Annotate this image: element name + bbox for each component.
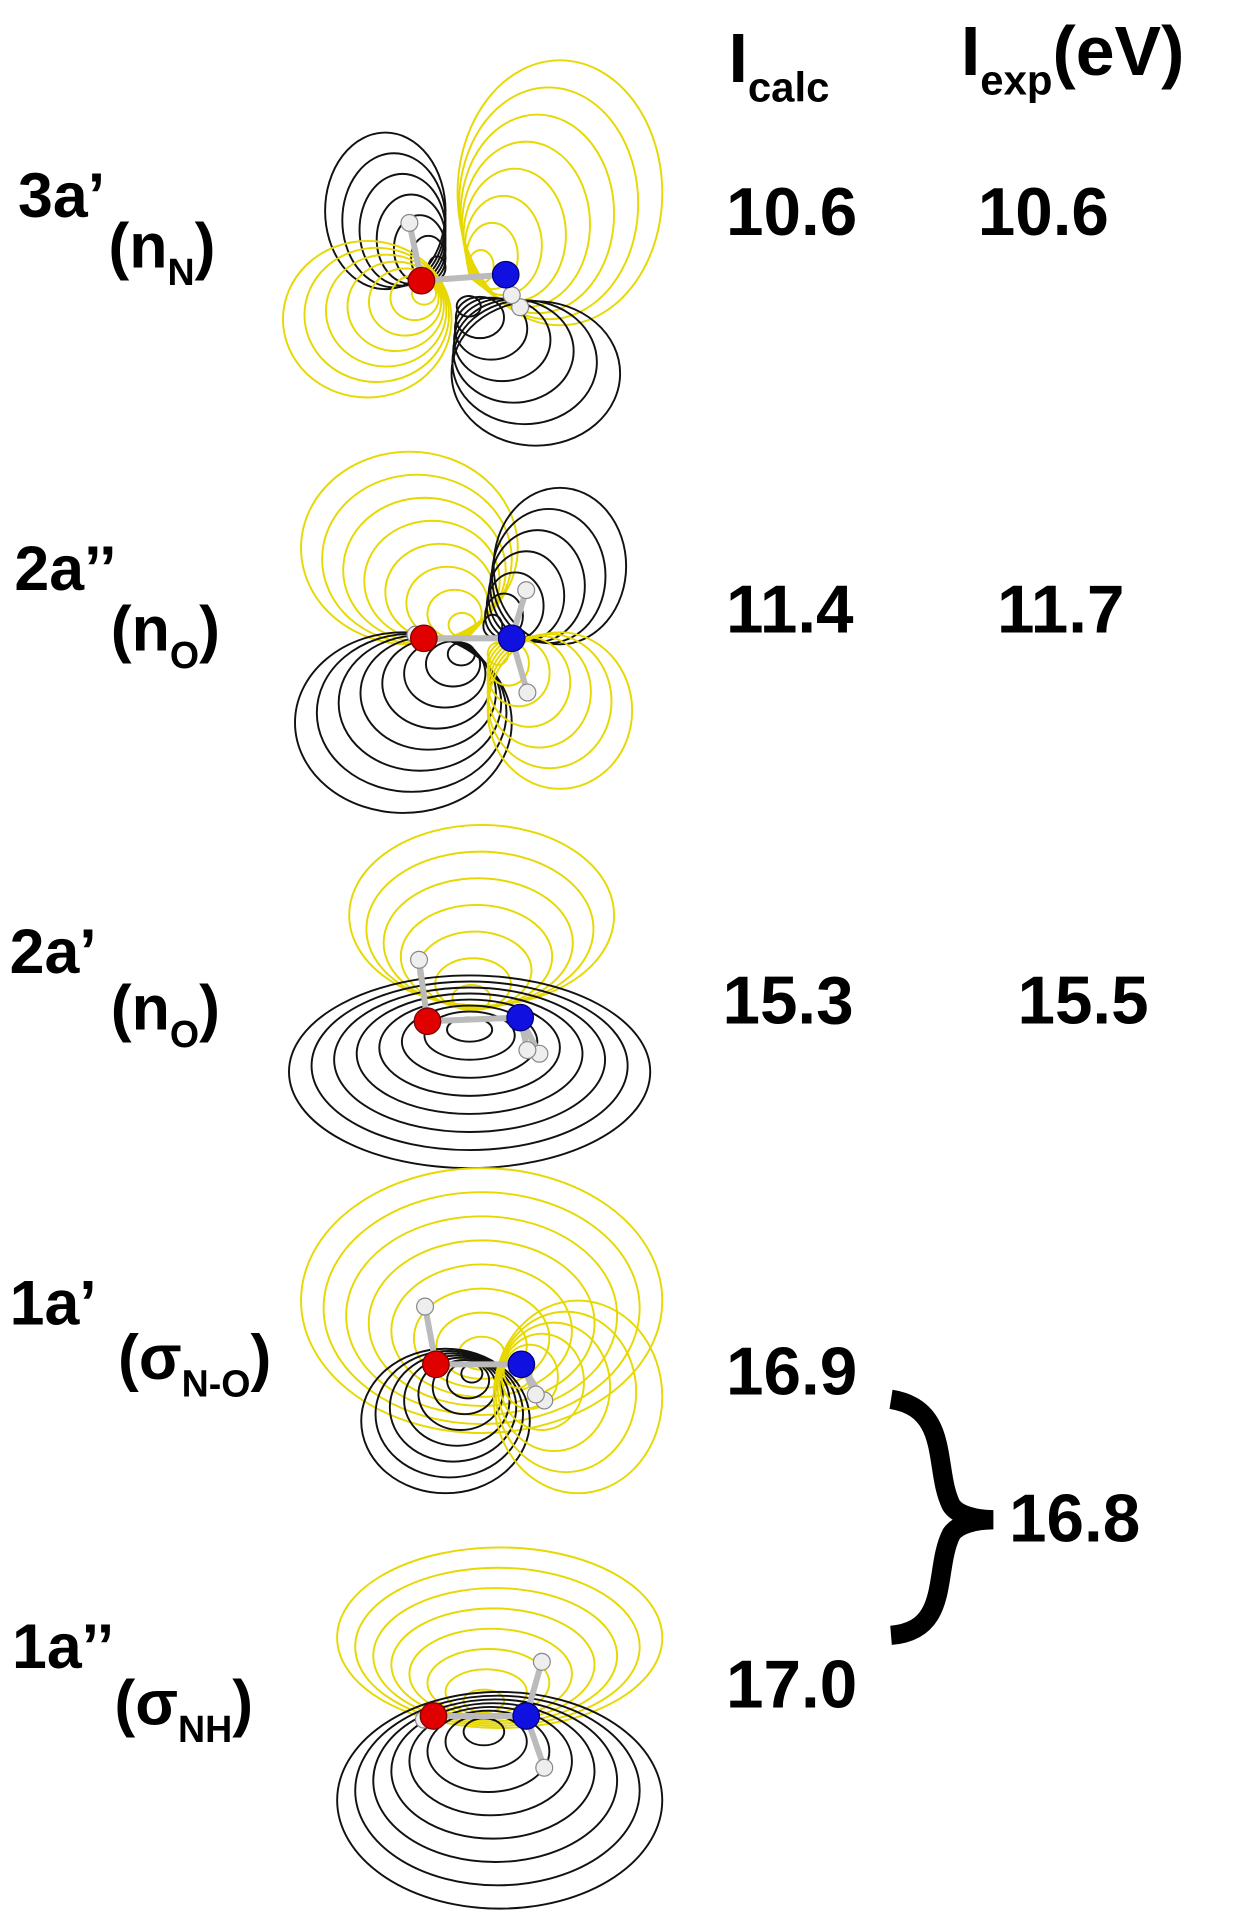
orbital-label: (nN)	[108, 211, 215, 293]
subscript: exp	[980, 56, 1052, 103]
hydrogen	[519, 684, 536, 701]
exp-value: 10.6	[978, 175, 1109, 250]
bond	[427, 1018, 520, 1022]
text-part: )	[199, 594, 220, 664]
text-part: (eV)	[1052, 12, 1184, 90]
oxygen	[420, 1703, 446, 1729]
nitrogen	[507, 1004, 533, 1030]
contour	[447, 1362, 489, 1398]
contour	[494, 488, 626, 645]
header-calc: Icalc	[728, 19, 829, 111]
calc-value: 16.9	[726, 1334, 857, 1409]
oxygen	[423, 1351, 449, 1377]
calc-value: 11.4	[726, 572, 854, 647]
orbital-label: (nO)	[111, 594, 220, 676]
text-part: )	[232, 1668, 253, 1738]
text-part: (σ	[114, 1668, 178, 1738]
hydrogen	[527, 1386, 544, 1403]
text-part: I	[961, 12, 980, 90]
contour	[283, 241, 452, 398]
calc-value: 15.3	[722, 964, 853, 1039]
hydrogen	[533, 1653, 550, 1670]
subscript: N-O	[182, 1362, 251, 1404]
hydrogen	[503, 287, 520, 304]
subscript: O	[170, 1013, 199, 1055]
state-label: 3a’	[18, 161, 105, 231]
nitrogen	[492, 261, 518, 287]
subscript: calc	[748, 64, 830, 111]
hydrogen	[401, 214, 418, 231]
orbital-label: (σN-O)	[118, 1323, 271, 1405]
hydrogen	[411, 951, 428, 968]
page: IcalcIexp(eV)3a’(nN)10.610.62a’’(nO)11.4…	[0, 0, 1233, 1916]
header-exp: Iexp(eV)	[961, 12, 1185, 104]
text-part: )	[199, 974, 220, 1044]
text-part: )	[195, 211, 216, 281]
hydrogen	[519, 1042, 536, 1059]
state-label: 1a’	[10, 1269, 97, 1339]
oxygen	[408, 267, 434, 293]
calc-value: 17.0	[726, 1648, 857, 1723]
hydrogen	[417, 1298, 434, 1315]
text-part: I	[728, 19, 747, 97]
contour	[458, 60, 663, 325]
text-part: (n	[111, 974, 170, 1044]
hydrogen	[536, 1759, 553, 1776]
state-label: 2a’	[10, 917, 97, 987]
exp-value: 11.7	[997, 572, 1124, 647]
subscript: NH	[178, 1708, 232, 1750]
contour	[453, 299, 573, 402]
nitrogen	[513, 1703, 539, 1729]
subscript: N	[167, 251, 194, 293]
orbital-label: (nO)	[111, 974, 220, 1056]
state-label: 1a’’	[12, 1612, 114, 1682]
brace	[891, 1399, 993, 1635]
subscript: O	[170, 634, 199, 676]
oxygen	[414, 1008, 440, 1034]
exp-value: 15.5	[1017, 964, 1148, 1039]
nitrogen	[508, 1351, 534, 1377]
text-part: (n	[111, 594, 170, 664]
text-part: (n	[108, 211, 167, 281]
hydrogen	[518, 582, 535, 599]
text-part: )	[251, 1323, 272, 1393]
contour	[355, 1568, 639, 1726]
nitrogen	[498, 625, 524, 651]
text-part: (σ	[118, 1323, 182, 1393]
oxygen	[411, 625, 437, 651]
orbital-label: (σNH)	[114, 1668, 253, 1750]
figure: IcalcIexp(eV)3a’(nN)10.610.62a’’(nO)11.4…	[0, 0, 1233, 1916]
contour	[346, 1216, 617, 1415]
calc-value: 10.6	[726, 175, 857, 250]
combined-exp-value: 16.8	[1009, 1481, 1140, 1556]
state-label: 2a’’	[14, 534, 116, 604]
